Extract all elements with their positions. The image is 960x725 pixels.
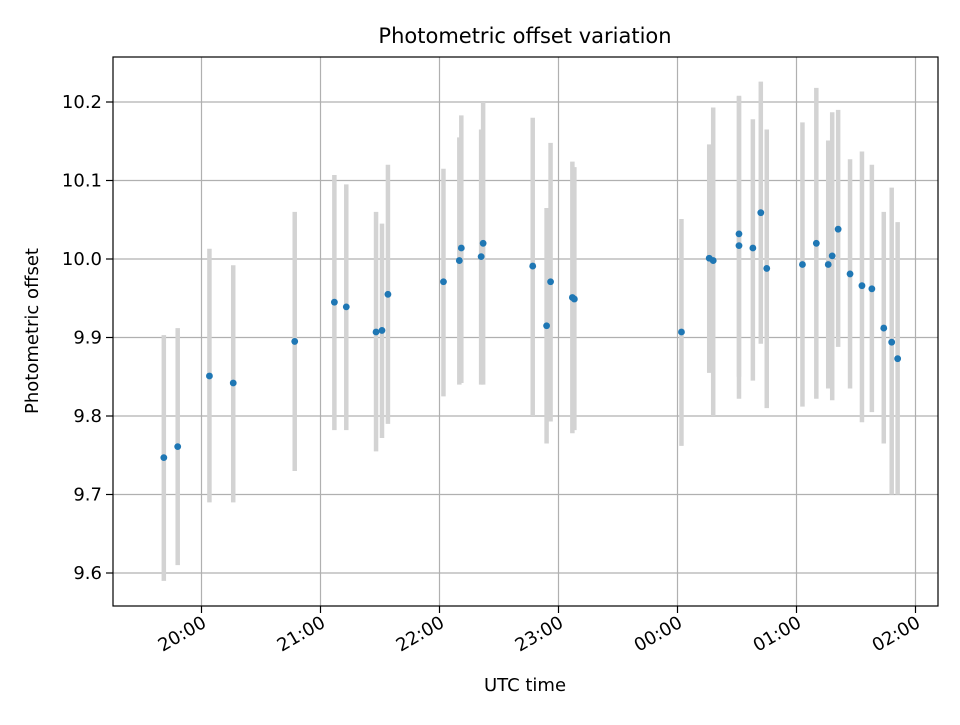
data-point (479, 239, 487, 247)
data-point (160, 454, 168, 462)
x-axis-label: UTC time (484, 675, 566, 696)
data-point (570, 295, 578, 303)
data-point (174, 443, 182, 451)
chart-title: Photometric offset variation (378, 24, 671, 48)
y-axis-label: Photometric offset (22, 248, 43, 414)
y-tick-label: 10.0 (62, 249, 102, 270)
data-point (547, 278, 554, 286)
data-point (378, 327, 386, 334)
data-point (868, 285, 876, 293)
data-points (160, 209, 902, 462)
data-point (543, 322, 550, 330)
data-point (735, 230, 743, 238)
data-point (342, 303, 350, 311)
y-tick-label: 10.1 (62, 171, 102, 192)
data-point (735, 242, 743, 250)
y-tick-label: 9.9 (73, 328, 102, 349)
data-point (812, 239, 820, 247)
data-point (709, 257, 717, 264)
data-point (824, 261, 832, 268)
data-point (477, 253, 485, 261)
data-point (384, 290, 392, 298)
data-point (749, 244, 757, 252)
data-point (799, 261, 806, 268)
data-point (455, 257, 463, 264)
data-point (229, 379, 237, 387)
data-point (678, 328, 685, 336)
data-point (763, 265, 771, 272)
data-point (846, 270, 854, 278)
data-point (330, 298, 338, 306)
data-point (757, 209, 765, 217)
data-point (834, 225, 842, 233)
data-point (529, 262, 537, 270)
y-tick-label: 9.8 (73, 406, 102, 427)
plot-frame (112, 56, 939, 607)
data-point (888, 338, 896, 346)
data-point (858, 282, 866, 290)
data-point (457, 244, 465, 252)
data-point (894, 355, 902, 363)
y-tick-label: 9.7 (73, 485, 102, 506)
data-point (206, 372, 213, 380)
y-tick-label: 10.2 (62, 92, 102, 113)
y-tick-label: 9.6 (73, 563, 102, 584)
data-point (291, 338, 299, 345)
data-point (828, 252, 836, 260)
data-point (372, 328, 380, 336)
data-point (440, 278, 447, 286)
data-point (880, 324, 888, 332)
